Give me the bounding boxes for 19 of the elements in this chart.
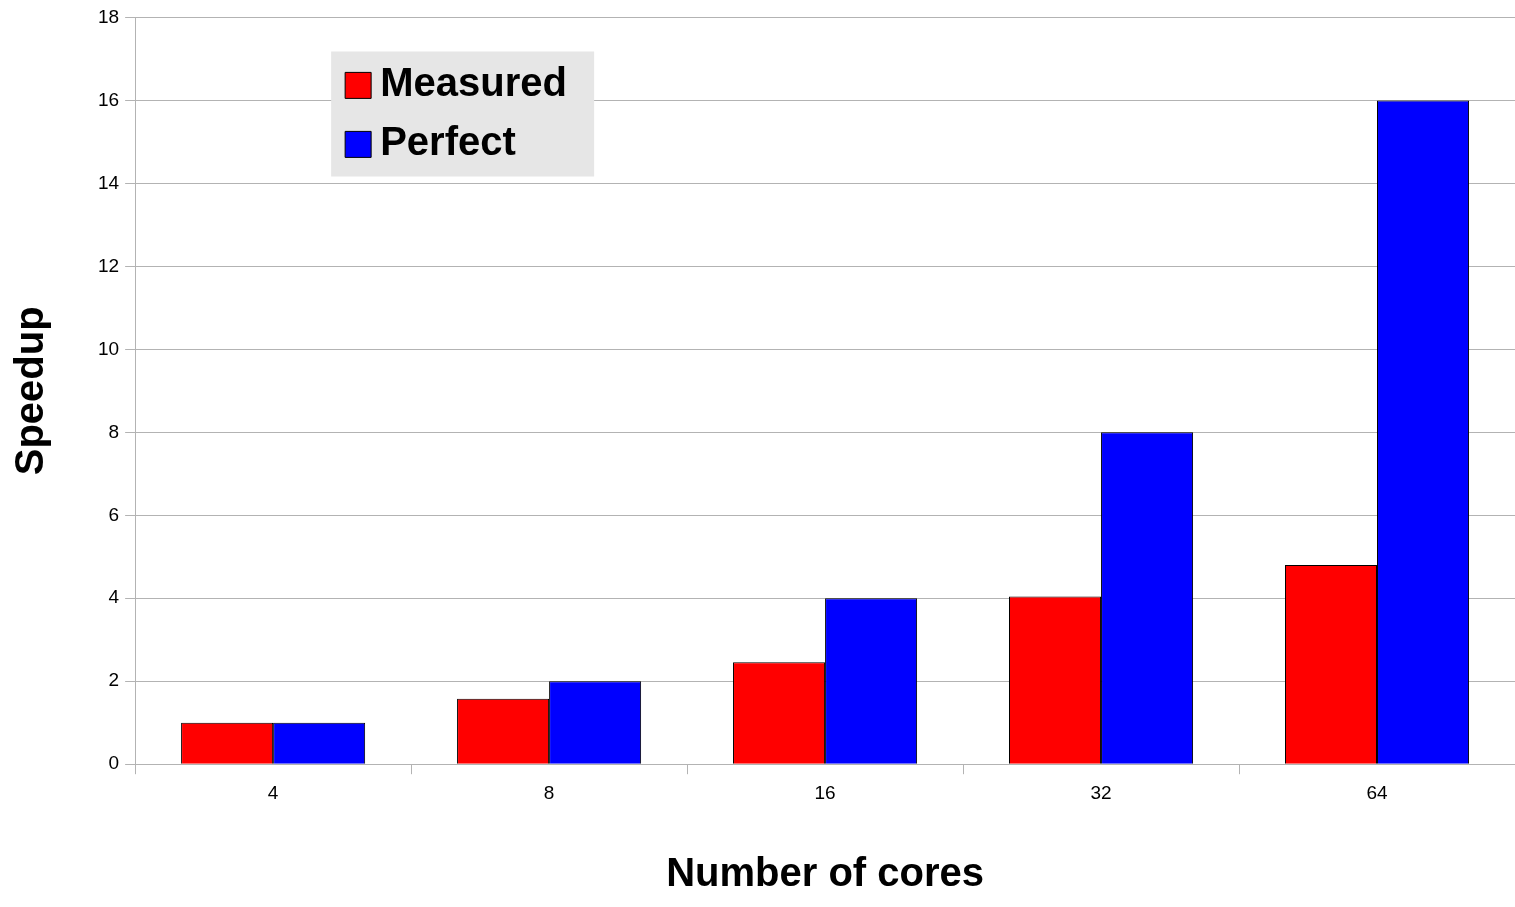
- y-axis-title: Speedup: [7, 306, 52, 476]
- x-tick-label: 16: [814, 781, 836, 803]
- y-tick-label: 8: [108, 420, 120, 442]
- y-tick-label: 0: [108, 752, 120, 774]
- y-tick-label: 18: [97, 5, 120, 27]
- y-tick-label: 2: [108, 669, 120, 691]
- y-tick-label: 16: [97, 88, 120, 110]
- y-tick-label: 10: [97, 337, 120, 359]
- x-tick-label: 64: [1366, 781, 1389, 803]
- x-tick-label: 32: [1090, 781, 1112, 803]
- y-tick-label: 12: [97, 254, 120, 276]
- legend-label: Perfect: [380, 119, 516, 164]
- y-tick-label: 4: [108, 586, 120, 608]
- x-axis-title: Number of cores: [666, 850, 984, 895]
- y-tick-label: 14: [97, 171, 120, 193]
- x-tick-label: 4: [267, 781, 279, 803]
- legend-label: Measured: [380, 60, 567, 105]
- y-tick-label: 6: [108, 503, 120, 525]
- x-tick-label: 8: [543, 781, 555, 803]
